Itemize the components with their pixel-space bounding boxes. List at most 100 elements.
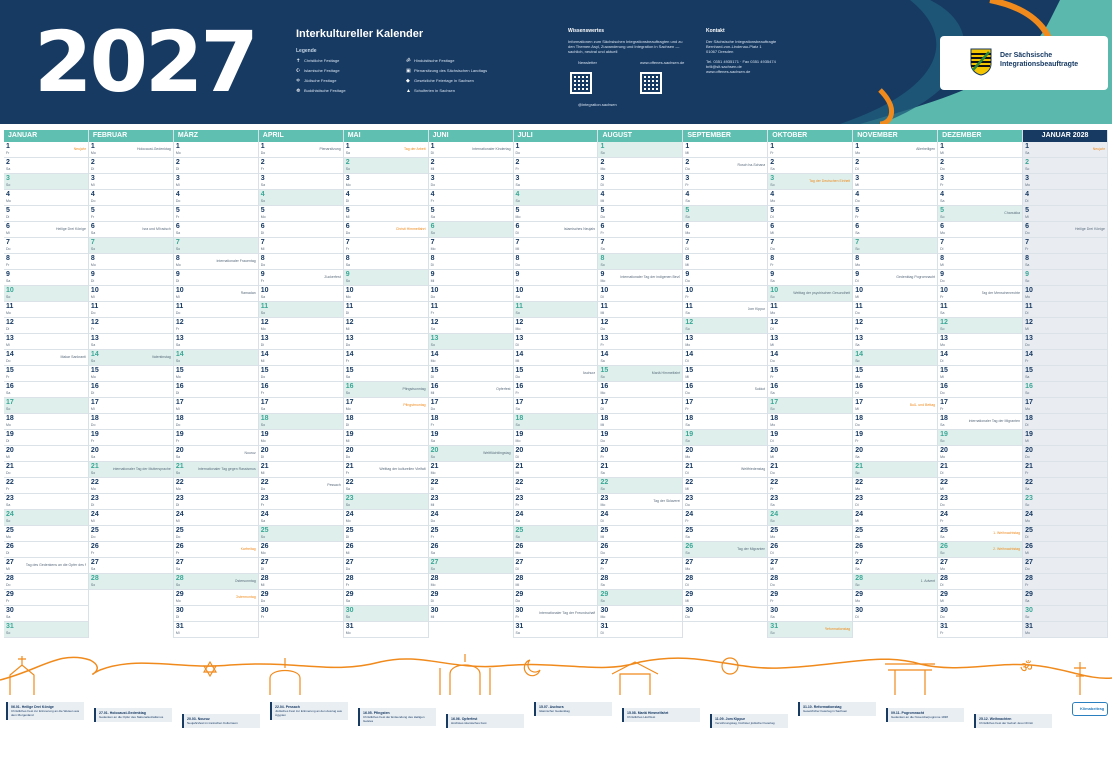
day-cell: 21 Mi [258, 462, 343, 478]
weekday-label: Mo [175, 151, 181, 155]
month-header: JANUAR [4, 130, 88, 142]
weekday-label: Mi [1025, 439, 1029, 443]
event-label: Aschura [582, 371, 596, 375]
day-cell: 17 Mo Pfingstmontag [343, 398, 428, 414]
weekday-label: So [90, 583, 96, 587]
day-cell: 29 Fr [4, 590, 88, 606]
day-number: 8 [1025, 255, 1029, 262]
day-number: 21 [855, 463, 864, 470]
parliament-icon: ▣ [406, 68, 411, 74]
day-number: 5 [90, 207, 95, 214]
weekday-label: Fr [430, 199, 434, 203]
day-number: 9 [770, 271, 775, 278]
weekday-label: Mi [175, 631, 180, 635]
weekday-label: Di [345, 311, 349, 315]
day-cell: 27 Sa [173, 558, 258, 574]
day-cell: 14 Do Makar Sankranti [4, 350, 88, 366]
weekday-label: Mi [685, 263, 690, 267]
day-number: 1 [940, 143, 945, 150]
weekday-label: Fr [345, 359, 349, 363]
day-cell: 7 Do [768, 238, 853, 254]
day-number: 4 [1025, 191, 1029, 198]
weekday-label: Do [685, 391, 690, 395]
weekday-label: Fr [770, 263, 774, 267]
day-number: 31 [600, 623, 609, 630]
day-cell: 23 Sa [768, 494, 853, 510]
weekday-label: Do [600, 327, 605, 331]
info-block-text: Christliches Fest der Entsendung des Hei… [363, 715, 425, 723]
day-number: 27 [940, 559, 948, 566]
event-label: Christi Himmelfahrt [395, 227, 426, 231]
day-number: 6 [600, 223, 605, 230]
weekday-label: Mo [6, 199, 11, 203]
newsletter-link[interactable]: Newsletter [578, 60, 597, 65]
day-cell: 29 Sa [1023, 590, 1107, 606]
day-number: 25 [515, 527, 524, 534]
day-cell: 22 Di [428, 478, 513, 494]
day-number: 23 [770, 495, 779, 502]
weekday-label: Do [600, 439, 605, 443]
day-cell: 6 So [428, 222, 513, 238]
calendar-grid: JANUAR 1 Fr Neujahr 2 Sa 3 So 4 Mo 5 Di 6 Mi Heilige D… [4, 130, 1108, 638]
contact-section: Kontakt Der Sächsische Integrationsbeauf… [706, 28, 826, 74]
month-header: MÄRZ [173, 130, 258, 142]
day-number: 27 [260, 559, 269, 566]
event-label: 1. Advent [920, 579, 936, 583]
day-cell: 16 Di [853, 382, 938, 398]
day-cell: 3 Fr [683, 174, 768, 190]
day-number: 18 [260, 415, 269, 422]
weekday-label: Mo [345, 407, 351, 411]
day-number: 26 [940, 543, 948, 550]
weekday-label: Mi [175, 183, 180, 187]
weekday-label: Do [685, 503, 690, 507]
weekday-label: Fr [90, 439, 95, 443]
day-number: 28 [6, 575, 14, 582]
weekday-label: Fr [600, 231, 604, 235]
day-number: 17 [260, 399, 269, 406]
weekday-label: Di [685, 247, 689, 251]
weekday-label: Do [1025, 343, 1030, 347]
weekday-label: Fr [90, 551, 95, 555]
day-cell: 30 So [343, 606, 428, 622]
day-number: 27 [90, 559, 99, 566]
weekday-label: Mi [600, 311, 605, 315]
weekday-label: Mi [940, 151, 944, 155]
website-link[interactable]: www.offenes-sachsen.de [640, 60, 685, 65]
day-cell: 5 So Chanukka [938, 206, 1023, 222]
day-number: 19 [175, 431, 184, 438]
day-cell: 20 Mi [4, 446, 88, 462]
day-cell: 25 Mi [598, 526, 683, 542]
day-cell: 13 Fr [598, 334, 683, 350]
day-cell: 19 Fr [173, 430, 258, 446]
weekday-label: Di [515, 567, 519, 571]
day-cell: 16 Do Sukkot [683, 382, 768, 398]
weekday-label: Di [600, 183, 604, 187]
day-number: 15 [430, 367, 439, 374]
day-number: 6 [855, 223, 860, 230]
weekday-label: Do [940, 167, 945, 171]
day-number: 30 [260, 607, 269, 614]
day-number: 5 [770, 207, 775, 214]
day-number: 21 [260, 463, 269, 470]
weekday-label: Do [770, 247, 775, 251]
event-label: Ramadan [240, 291, 256, 295]
weekday-label: So [1025, 615, 1030, 619]
day-number: 5 [855, 207, 860, 214]
day-number: 7 [90, 239, 95, 246]
day-number: 28 [430, 575, 439, 582]
day-number: 2 [855, 159, 860, 166]
instagram-link[interactable]: @integration.sachsen [578, 102, 617, 107]
info-block-text: Christliches Hochfest [627, 715, 656, 719]
day-cell: 25 Do [173, 526, 258, 542]
day-cell: 11 Fr [428, 302, 513, 318]
day-number: 24 [1025, 511, 1033, 518]
weekday-label: Do [600, 551, 605, 555]
weekday-label: Sa [430, 551, 435, 555]
day-number: 3 [600, 175, 605, 182]
day-cell: 19 Mo [513, 430, 598, 446]
day-cell: 9 Fr Zuckerfest [258, 270, 343, 286]
weekday-label: Di [260, 231, 265, 235]
weekday-label: Sa [515, 519, 520, 523]
legend-item: ▣ Plenarsitzung des Sächsischen Landtags [406, 68, 487, 74]
day-number: 6 [6, 223, 10, 230]
